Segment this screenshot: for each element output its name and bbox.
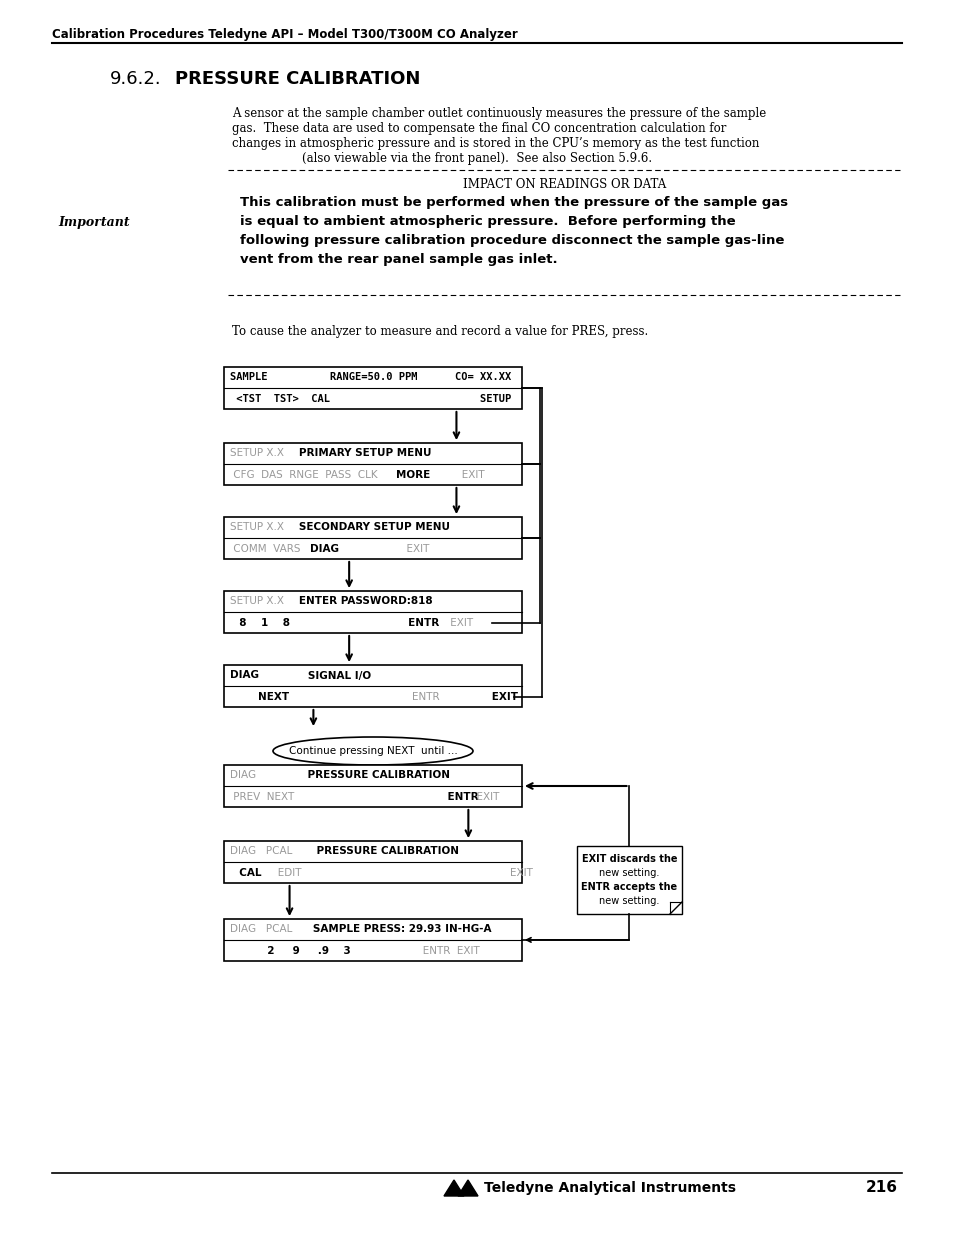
Text: SIGNAL I/O: SIGNAL I/O: [268, 671, 371, 680]
Text: To cause the analyzer to measure and record a value for PRES, press.: To cause the analyzer to measure and rec…: [232, 325, 648, 338]
Text: Important: Important: [58, 216, 130, 228]
Bar: [224, 664, 521, 706]
Bar: [224, 841, 521, 883]
Text: is equal to ambient atmospheric pressure.  Before performing the: is equal to ambient atmospheric pressure…: [240, 215, 735, 228]
Text: DIAG   PCAL: DIAG PCAL: [230, 925, 292, 935]
Text: SETUP X.X: SETUP X.X: [230, 448, 284, 458]
Text: ENTR: ENTR: [359, 692, 439, 701]
Text: (also viewable via the front panel).  See also Section 5.9.6.: (also viewable via the front panel). See…: [301, 152, 652, 165]
Text: vent from the rear panel sample gas inlet.: vent from the rear panel sample gas inle…: [240, 253, 558, 266]
Text: EDIT: EDIT: [268, 867, 301, 878]
Text: DIAG: DIAG: [310, 543, 338, 553]
Text: EXIT: EXIT: [432, 867, 533, 878]
Text: EXIT: EXIT: [470, 792, 498, 802]
Text: MORE: MORE: [395, 469, 430, 479]
Text: Teledyne Analytical Instruments: Teledyne Analytical Instruments: [483, 1181, 735, 1195]
Text: EXIT: EXIT: [426, 469, 484, 479]
Text: DIAG   PCAL: DIAG PCAL: [230, 846, 292, 857]
Text: following pressure calibration procedure disconnect the sample gas-line: following pressure calibration procedure…: [240, 233, 783, 247]
Bar: [224, 517, 521, 559]
Ellipse shape: [273, 737, 473, 764]
Text: NEXT: NEXT: [257, 692, 289, 701]
Bar: [224, 443, 521, 485]
Text: COMM  VARS: COMM VARS: [230, 543, 307, 553]
Text: ENTR accepts the: ENTR accepts the: [580, 882, 677, 892]
Text: SECONDARY SETUP MENU: SECONDARY SETUP MENU: [288, 522, 450, 532]
Text: DIAG: DIAG: [230, 671, 258, 680]
Text: ENTR  EXIT: ENTR EXIT: [387, 946, 479, 956]
Text: 9.6.2.: 9.6.2.: [110, 70, 161, 88]
Polygon shape: [457, 1179, 477, 1195]
Text: new setting.: new setting.: [598, 868, 659, 878]
Text: EXIT: EXIT: [335, 543, 429, 553]
Text: new setting.: new setting.: [598, 897, 659, 906]
Text: PREV  NEXT: PREV NEXT: [230, 792, 294, 802]
Text: SETUP X.X: SETUP X.X: [230, 597, 284, 606]
Polygon shape: [443, 1179, 463, 1195]
Text: DIAG: DIAG: [230, 771, 255, 781]
Text: SETUP X.X: SETUP X.X: [230, 522, 284, 532]
Text: ENTER PASSWORD:818: ENTER PASSWORD:818: [288, 597, 432, 606]
Text: IMPACT ON READINGS OR DATA: IMPACT ON READINGS OR DATA: [463, 178, 666, 191]
Bar: [224, 764, 521, 806]
Text: ENTR: ENTR: [332, 618, 438, 627]
Text: 8    1    8: 8 1 8: [232, 618, 290, 627]
Text: Continue pressing NEXT  until ...: Continue pressing NEXT until ...: [289, 746, 456, 756]
Text: EXIT discards the: EXIT discards the: [581, 853, 677, 864]
Text: SAMPLE PRESS: 29.93 IN-HG-A: SAMPLE PRESS: 29.93 IN-HG-A: [302, 925, 491, 935]
Text: PRIMARY SETUP MENU: PRIMARY SETUP MENU: [288, 448, 431, 458]
Text: A sensor at the sample chamber outlet continuously measures the pressure of the : A sensor at the sample chamber outlet co…: [232, 107, 765, 120]
Text: changes in atmospheric pressure and is stored in the CPU’s memory as the test fu: changes in atmospheric pressure and is s…: [232, 137, 759, 149]
Bar: [224, 592, 521, 634]
Text: This calibration must be performed when the pressure of the sample gas: This calibration must be performed when …: [240, 196, 787, 209]
Text: 2     9     .9    3: 2 9 .9 3: [260, 946, 351, 956]
Bar: [577, 846, 681, 914]
Text: CAL: CAL: [232, 867, 261, 878]
Text: gas.  These data are used to compensate the final CO concentration calculation f: gas. These data are used to compensate t…: [232, 122, 725, 135]
Text: <TST  TST>  CAL                        SETUP: <TST TST> CAL SETUP: [230, 394, 511, 404]
Text: SAMPLE          RANGE=50.0 PPM      CO= XX.XX: SAMPLE RANGE=50.0 PPM CO= XX.XX: [230, 373, 511, 383]
Text: EXIT: EXIT: [447, 618, 473, 627]
Text: EXIT: EXIT: [470, 692, 517, 701]
Text: 216: 216: [865, 1181, 897, 1195]
Text: PRESSURE CALIBRATION: PRESSURE CALIBRATION: [302, 846, 458, 857]
Bar: [224, 919, 521, 961]
Text: ENTR: ENTR: [375, 792, 478, 802]
Text: CFG  DAS  RNGE  PASS  CLK: CFG DAS RNGE PASS CLK: [230, 469, 380, 479]
Bar: [224, 367, 521, 409]
Text: Calibration Procedures Teledyne API – Model T300/T300M CO Analyzer: Calibration Procedures Teledyne API – Mo…: [52, 28, 517, 41]
Text: PRESSURE CALIBRATION: PRESSURE CALIBRATION: [264, 771, 450, 781]
Text: PRESSURE CALIBRATION: PRESSURE CALIBRATION: [174, 70, 420, 88]
